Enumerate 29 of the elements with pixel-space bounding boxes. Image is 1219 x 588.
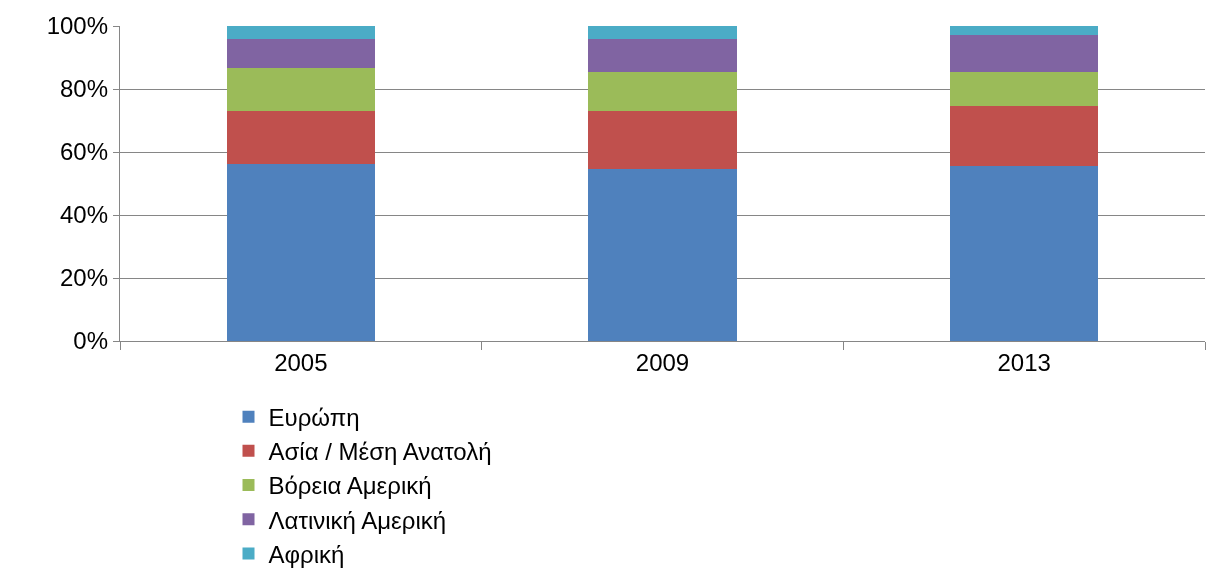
legend-label: Βόρεια Αμερική xyxy=(268,472,432,500)
bar xyxy=(950,35,1099,72)
bar xyxy=(950,26,1099,36)
y-tick-label: 100% xyxy=(46,12,109,40)
legend-label: Λατινική Αμερική xyxy=(268,506,447,534)
bar xyxy=(950,166,1099,341)
bar xyxy=(950,71,1099,106)
bar xyxy=(950,105,1099,167)
bar xyxy=(588,111,737,169)
y-tick-label: 40% xyxy=(60,201,109,229)
bar xyxy=(226,111,375,165)
x-tick-label: 2013 xyxy=(997,348,1051,376)
legend-label: Ασία / Μέση Ανατολή xyxy=(268,438,492,466)
y-tick-label: 20% xyxy=(60,264,109,292)
bar xyxy=(226,164,375,341)
legend-label: Αφρική xyxy=(268,540,345,568)
legend-label: Ευρώπη xyxy=(268,404,360,432)
bar xyxy=(588,168,737,341)
y-tick-label: 0% xyxy=(73,327,109,355)
bar xyxy=(226,67,375,112)
bar xyxy=(588,71,737,112)
x-tick-label: 2005 xyxy=(274,348,328,376)
bar xyxy=(588,38,737,72)
x-tick-label: 2009 xyxy=(635,348,690,376)
y-tick-label: 80% xyxy=(60,75,109,103)
bar xyxy=(226,38,375,68)
bar xyxy=(226,26,375,39)
bar xyxy=(588,26,737,39)
y-tick-label: 60% xyxy=(60,138,109,166)
